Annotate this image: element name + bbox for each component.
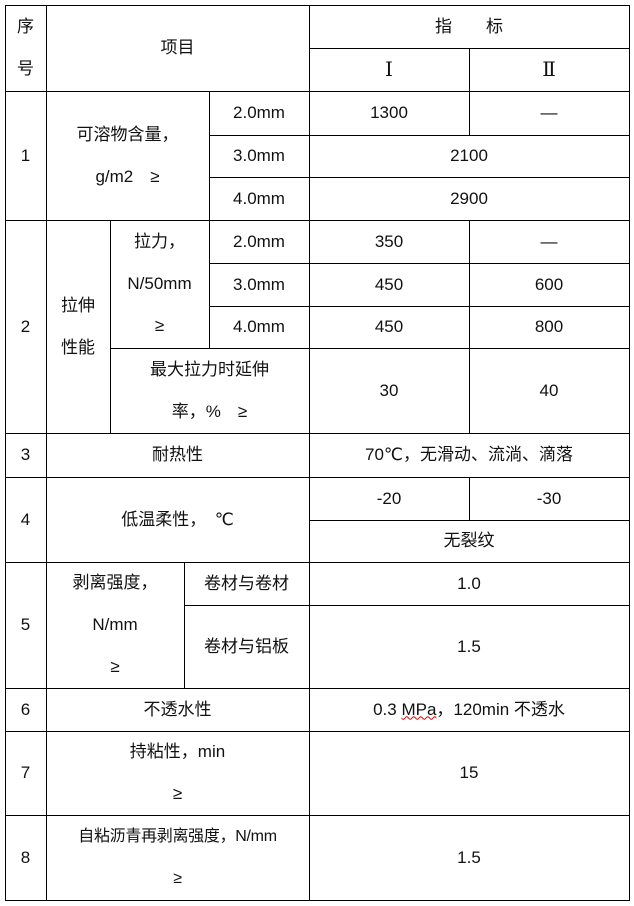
row2-group: 拉伸 性能 [45, 219, 111, 434]
row6-value-a: 0.3 [373, 699, 402, 719]
row2-force: 拉力， N/50mm ≥ [109, 219, 210, 349]
row1-v2: 2100 [308, 134, 630, 178]
row1-item: 可溶物含量， g/m2 ≥ [45, 90, 210, 221]
row8-value: 1.5 [308, 814, 630, 901]
row2-elongation: 最大拉力时延伸 率，% ≥ [109, 347, 310, 434]
row6-item: 不透水性 [45, 687, 310, 732]
row2-thick-2: 3.0mm [208, 262, 310, 307]
row4-no: 4 [4, 476, 47, 563]
row8-item: 自粘沥青再剥离强度，N/mm ≥ [45, 814, 310, 901]
header-index: 指 标 [308, 4, 630, 49]
row1-v1a: 1300 [308, 90, 470, 136]
row1-thick-1: 2.0mm [208, 90, 310, 136]
header-grade-1: Ⅰ [308, 47, 470, 92]
row7-item: 持粘性，min ≥ [45, 730, 310, 816]
row2-elong-b: 40 [468, 347, 630, 434]
row2-elong-a: 30 [308, 347, 470, 434]
row5-no: 5 [4, 561, 47, 689]
row4-vb: -30 [468, 476, 630, 521]
row2-v1b: — [468, 219, 630, 264]
row6-value: 0.3 MPa ，120min 不透水 [308, 687, 630, 732]
row2-no: 2 [4, 219, 47, 434]
row2-thick-1: 2.0mm [208, 219, 310, 264]
header-seq: 序 号 [4, 4, 47, 92]
row6-value-unit: MPa [401, 699, 437, 719]
row2-v3a: 450 [308, 305, 470, 349]
row7-no: 7 [4, 730, 47, 816]
row3-no: 3 [4, 432, 47, 478]
row7-value: 15 [308, 730, 630, 816]
row5-v2: 1.5 [308, 604, 630, 689]
row2-v2b: 600 [468, 262, 630, 307]
row4-item: 低温柔性， ℃ [45, 476, 310, 563]
row5-v1: 1.0 [308, 561, 630, 606]
row1-v3: 2900 [308, 176, 630, 221]
row6-value-c: ，120min 不透水 [436, 699, 565, 719]
header-grade-2: Ⅱ [468, 47, 630, 92]
row5-sub-1: 卷材与卷材 [183, 561, 310, 606]
row3-value: 70℃，无滑动、流淌、滴落 [308, 432, 630, 478]
row4-note: 无裂纹 [308, 519, 630, 563]
row2-v3b: 800 [468, 305, 630, 349]
row3-item: 耐热性 [45, 432, 310, 478]
row5-item: 剥离强度， N/mm ≥ [45, 561, 185, 689]
row1-thick-2: 3.0mm [208, 134, 310, 178]
row2-v2a: 450 [308, 262, 470, 307]
row6-no: 6 [4, 687, 47, 732]
row5-sub-2: 卷材与铝板 [183, 604, 310, 689]
row2-thick-3: 4.0mm [208, 305, 310, 349]
row1-v1b: — [468, 90, 630, 136]
row8-no: 8 [4, 814, 47, 901]
row4-va: -20 [308, 476, 470, 521]
header-item: 项目 [45, 4, 310, 92]
row1-thick-3: 4.0mm [208, 176, 310, 221]
row1-no: 1 [4, 90, 47, 221]
row2-v1a: 350 [308, 219, 470, 264]
